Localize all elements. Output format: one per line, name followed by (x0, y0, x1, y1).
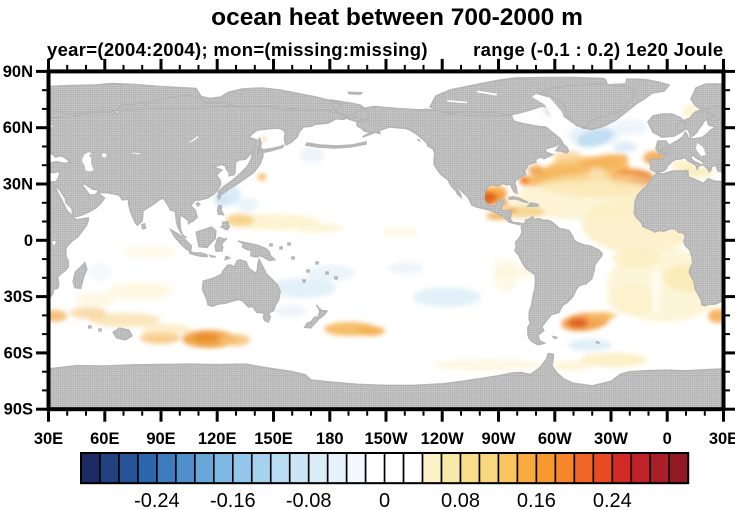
svg-text:90E: 90E (146, 430, 175, 448)
svg-text:year=(2004:2004); mon=(missing: year=(2004:2004); mon=(missing:missing) (47, 39, 428, 60)
svg-text:0.16: 0.16 (517, 490, 556, 510)
svg-text:-0.24: -0.24 (134, 490, 180, 510)
svg-text:60N: 60N (3, 119, 33, 137)
svg-text:ocean heat between 700-2000 m: ocean heat between 700-2000 m (211, 4, 583, 31)
svg-text:30E: 30E (34, 430, 63, 448)
svg-text:30N: 30N (3, 176, 33, 194)
svg-text:30E: 30E (709, 430, 735, 448)
svg-text:150E: 150E (254, 430, 293, 448)
svg-text:90N: 90N (3, 63, 33, 81)
svg-text:90W: 90W (482, 430, 516, 448)
svg-text:0: 0 (663, 430, 672, 448)
svg-text:0: 0 (24, 232, 33, 250)
svg-text:60E: 60E (90, 430, 119, 448)
svg-text:0.08: 0.08 (441, 490, 480, 510)
svg-text:30W: 30W (594, 430, 628, 448)
svg-text:range (-0.1 : 0.2) 1e20 Joule: range (-0.1 : 0.2) 1e20 Joule (473, 39, 723, 60)
svg-text:180: 180 (316, 430, 344, 448)
svg-text:-0.08: -0.08 (286, 490, 332, 510)
svg-text:150W: 150W (364, 430, 408, 448)
svg-text:120W: 120W (421, 430, 465, 448)
svg-text:60S: 60S (4, 344, 33, 362)
svg-text:120E: 120E (198, 430, 237, 448)
svg-text:0: 0 (379, 490, 390, 510)
svg-text:-0.16: -0.16 (210, 490, 256, 510)
svg-text:0.24: 0.24 (593, 490, 632, 510)
svg-text:90S: 90S (4, 401, 33, 419)
svg-text:30S: 30S (4, 288, 33, 306)
svg-text:60W: 60W (538, 430, 572, 448)
